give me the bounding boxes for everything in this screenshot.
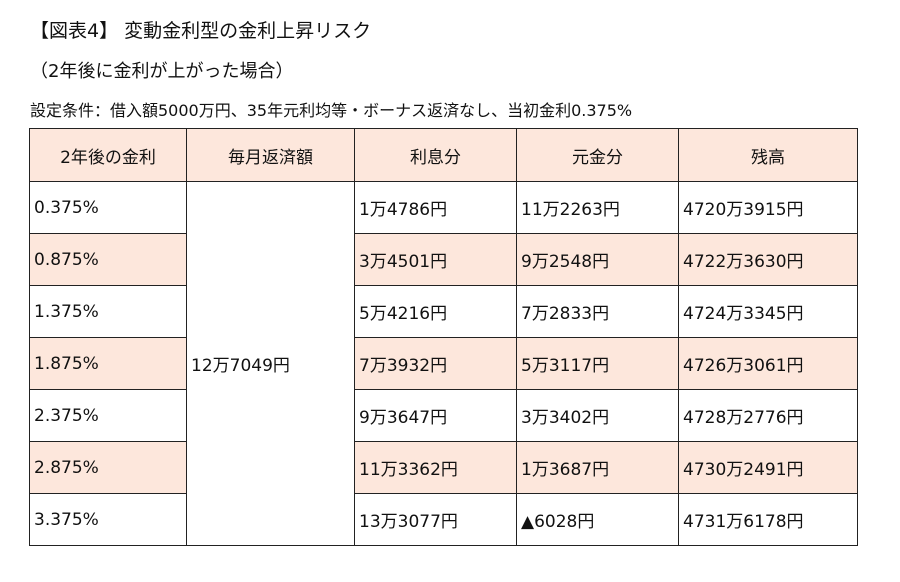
interest-cell: 11万3362円 [354, 441, 517, 494]
table-row: 0.875% 3万4501円 9万2548円 4722万3630円 [29, 233, 858, 286]
principal-cell: 7万2833円 [516, 285, 679, 338]
table-header-row: 2年後の金利 毎月返済額 利息分 元金分 残高 [29, 128, 858, 182]
principal-cell: ▲6028円 [516, 493, 679, 546]
interest-cell: 7万3932円 [354, 337, 517, 390]
table-row: 3.375% 13万3077円 ▲6028円 4731万6178円 [29, 493, 858, 546]
table-row: 0.375% 12万7049円 1万4786円 11万2263円 4720万39… [29, 181, 858, 546]
header-interest-portion: 利息分 [354, 128, 517, 182]
conditions-text: 設定条件：借入額5000万円、35年元利均等・ボーナス返済なし、当初金利0.37… [30, 101, 633, 120]
table-row: 1.375% 5万4216円 7万2833円 4724万3345円 [29, 285, 858, 338]
figure-title: 【図表4】 変動金利型の金利上昇リスク [30, 20, 372, 42]
principal-cell: 9万2548円 [516, 233, 679, 286]
rate-cell: 0.875% [29, 233, 187, 286]
header-rate-after-2-years: 2年後の金利 [29, 128, 187, 182]
rate-cell: 3.375% [29, 493, 187, 546]
balance-cell: 4720万3915円 [678, 181, 858, 234]
header-principal-portion: 元金分 [516, 128, 679, 182]
figure-subtitle: （2年後に金利が上がった場合） [30, 61, 294, 82]
interest-rate-table: 2年後の金利 毎月返済額 利息分 元金分 残高 0.375% 12万7049円 … [29, 128, 858, 546]
balance-cell: 4731万6178円 [678, 493, 858, 546]
interest-cell: 9万3647円 [354, 389, 517, 442]
table-row: 2.375% 9万3647円 3万3402円 4728万2776円 [29, 389, 858, 442]
balance-cell: 4730万2491円 [678, 441, 858, 494]
table-row: 2.875% 11万3362円 1万3687円 4730万2491円 [29, 441, 858, 494]
rate-cell: 1.375% [29, 285, 187, 338]
interest-cell: 13万3077円 [354, 493, 517, 546]
interest-cell: 3万4501円 [354, 233, 517, 286]
principal-cell: 5万3117円 [516, 337, 679, 390]
rate-cell: 2.875% [29, 441, 187, 494]
table-row: 1.875% 7万3932円 5万3117円 4726万3061円 [29, 337, 858, 390]
balance-cell: 4722万3630円 [678, 233, 858, 286]
principal-cell: 11万2263円 [516, 181, 679, 234]
header-balance: 残高 [678, 128, 858, 182]
balance-cell: 4726万3061円 [678, 337, 858, 390]
rate-cell: 1.875% [29, 337, 187, 390]
monthly-payment-cell: 12万7049円 [186, 181, 355, 546]
header-monthly-payment: 毎月返済額 [186, 128, 355, 182]
rate-cell: 2.375% [29, 389, 187, 442]
interest-cell: 1万4786円 [354, 181, 517, 234]
principal-cell: 3万3402円 [516, 389, 679, 442]
balance-cell: 4728万2776円 [678, 389, 858, 442]
interest-cell: 5万4216円 [354, 285, 517, 338]
rate-cell: 0.375% [29, 181, 187, 234]
balance-cell: 4724万3345円 [678, 285, 858, 338]
principal-cell: 1万3687円 [516, 441, 679, 494]
